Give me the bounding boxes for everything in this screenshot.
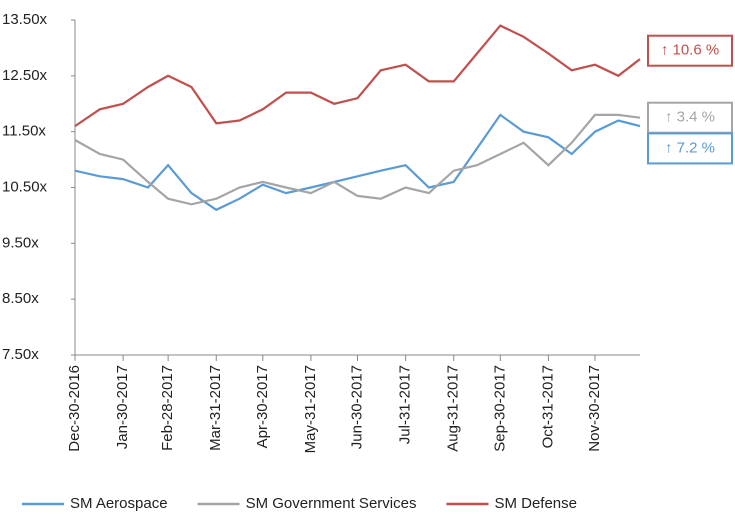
y-tick-label: 7.50x [2, 346, 39, 363]
annotation-box [647, 34, 733, 67]
x-tick-label: Jul-31-2017 [397, 365, 414, 444]
legend-label: SM Aerospace [70, 495, 168, 512]
legend-label: SM Government Services [246, 495, 417, 512]
annotation-text: ↑ 10.6 % [661, 42, 719, 59]
y-tick-label: 13.50x [2, 11, 48, 28]
series-line [74, 113, 641, 212]
y-tick-label: 10.50x [2, 178, 48, 195]
x-tick-label: May-31-2017 [302, 365, 319, 453]
legend-label: SM Defense [494, 495, 577, 512]
x-tick-label: Nov-30-2017 [586, 365, 603, 452]
x-tick-label: Feb-28-2017 [159, 365, 176, 451]
annotation-box [647, 132, 733, 165]
x-tick-label: Jan-30-2017 [114, 365, 131, 449]
series-line [74, 113, 641, 206]
y-tick-label: 9.50x [2, 234, 39, 251]
annotation-text: ↑ 7.2 % [665, 139, 715, 156]
x-tick-label: Apr-30-2017 [254, 365, 271, 448]
x-tick-label: Dec-30-2016 [66, 365, 83, 452]
y-tick-label: 8.50x [2, 290, 39, 307]
x-tick-label: Jun-30-2017 [348, 365, 365, 449]
y-tick-label: 11.50x [2, 123, 46, 140]
y-tick-label: 12.50x [2, 67, 48, 84]
annotation-text: ↑ 3.4 % [665, 109, 715, 126]
x-tick-label: Oct-31-2017 [539, 365, 556, 448]
x-tick-label: Sep-30-2017 [491, 365, 508, 452]
x-tick-label: Aug-31-2017 [445, 365, 462, 452]
series-line [74, 24, 641, 128]
x-tick-label: Mar-31-2017 [207, 365, 224, 451]
